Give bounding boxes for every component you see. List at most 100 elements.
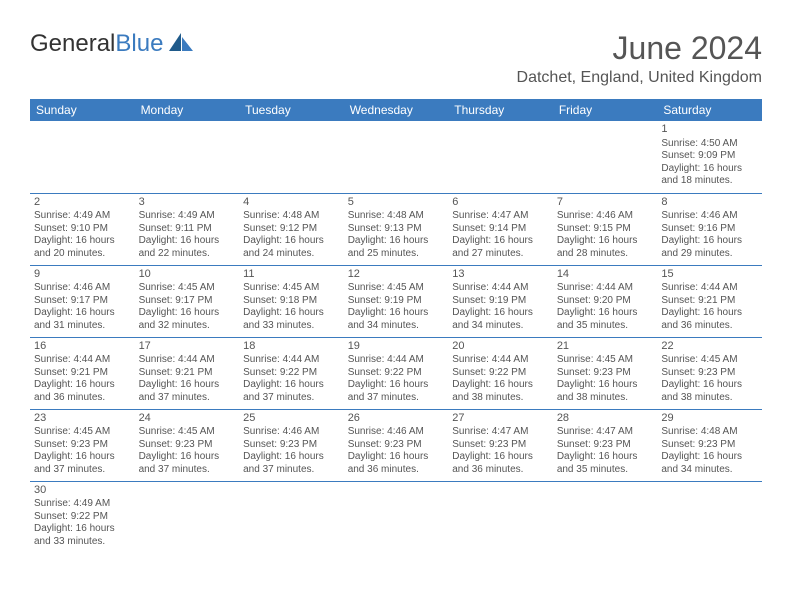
calendar-cell (448, 481, 553, 553)
day-info-line: Sunrise: 4:45 AM (139, 426, 236, 439)
day-info-line: Sunrise: 4:49 AM (34, 210, 131, 223)
calendar-cell: 2Sunrise: 4:49 AMSunset: 9:10 PMDaylight… (30, 193, 135, 265)
day-info-line: Daylight: 16 hours (557, 379, 654, 392)
day-number: 25 (243, 412, 340, 426)
day-info-line: Sunrise: 4:45 AM (243, 282, 340, 295)
calendar-cell (239, 121, 344, 193)
day-info-line: Daylight: 16 hours (243, 235, 340, 248)
calendar-cell (344, 121, 449, 193)
day-info-line: Daylight: 16 hours (139, 451, 236, 464)
day-info-line: Daylight: 16 hours (34, 523, 131, 536)
day-info-line: Sunset: 9:16 PM (661, 223, 758, 236)
calendar-row: 16Sunrise: 4:44 AMSunset: 9:21 PMDayligh… (30, 337, 762, 409)
day-info-line: and 18 minutes. (661, 175, 758, 188)
day-info-line: and 35 minutes. (557, 464, 654, 477)
day-info-line: Daylight: 16 hours (243, 307, 340, 320)
day-info-line: Daylight: 16 hours (34, 235, 131, 248)
day-info-line: Sunset: 9:23 PM (557, 367, 654, 380)
day-info-line: and 38 minutes. (452, 392, 549, 405)
day-info-line: and 34 minutes. (452, 320, 549, 333)
day-number: 23 (34, 412, 131, 426)
day-info-line: Daylight: 16 hours (661, 451, 758, 464)
day-number: 11 (243, 268, 340, 282)
logo: GeneralBlue (30, 30, 195, 58)
day-info-line: Sunrise: 4:44 AM (557, 282, 654, 295)
day-info-line: Sunset: 9:19 PM (348, 295, 445, 308)
day-info-line: Daylight: 16 hours (243, 451, 340, 464)
day-number: 2 (34, 196, 131, 210)
calendar-cell: 26Sunrise: 4:46 AMSunset: 9:23 PMDayligh… (344, 409, 449, 481)
day-info-line: Daylight: 16 hours (452, 235, 549, 248)
location-text: Datchet, England, United Kingdom (517, 69, 762, 87)
day-info-line: and 37 minutes. (139, 464, 236, 477)
day-info-line: and 37 minutes. (139, 392, 236, 405)
day-info-line: Sunrise: 4:46 AM (348, 426, 445, 439)
title-block: June 2024 Datchet, England, United Kingd… (517, 30, 762, 91)
day-info-line: Daylight: 16 hours (661, 163, 758, 176)
day-number: 12 (348, 268, 445, 282)
day-info-line: and 25 minutes. (348, 248, 445, 261)
day-number: 7 (557, 196, 654, 210)
day-info-line: Sunrise: 4:44 AM (34, 354, 131, 367)
day-info-line: Sunrise: 4:49 AM (34, 498, 131, 511)
day-info-line: Daylight: 16 hours (139, 379, 236, 392)
day-info-line: Sunset: 9:21 PM (661, 295, 758, 308)
day-number: 17 (139, 340, 236, 354)
day-info-line: and 36 minutes. (348, 464, 445, 477)
calendar-cell: 7Sunrise: 4:46 AMSunset: 9:15 PMDaylight… (553, 193, 658, 265)
day-info-line: and 33 minutes. (34, 536, 131, 549)
day-info-line: Daylight: 16 hours (661, 379, 758, 392)
day-number: 28 (557, 412, 654, 426)
day-number: 24 (139, 412, 236, 426)
day-header: Thursday (448, 99, 553, 121)
day-info-line: Daylight: 16 hours (348, 379, 445, 392)
day-number: 10 (139, 268, 236, 282)
day-number: 15 (661, 268, 758, 282)
day-info-line: Sunset: 9:18 PM (243, 295, 340, 308)
day-info-line: Sunset: 9:17 PM (34, 295, 131, 308)
day-info-line: Daylight: 16 hours (452, 451, 549, 464)
day-header: Sunday (30, 99, 135, 121)
calendar-cell: 27Sunrise: 4:47 AMSunset: 9:23 PMDayligh… (448, 409, 553, 481)
day-info-line: Daylight: 16 hours (34, 307, 131, 320)
calendar-cell: 21Sunrise: 4:45 AMSunset: 9:23 PMDayligh… (553, 337, 658, 409)
day-info-line: Sunset: 9:14 PM (452, 223, 549, 236)
day-info-line: Sunset: 9:23 PM (139, 439, 236, 452)
calendar-cell (239, 481, 344, 553)
day-info-line: Sunset: 9:10 PM (34, 223, 131, 236)
day-info-line: Sunrise: 4:48 AM (348, 210, 445, 223)
day-number: 9 (34, 268, 131, 282)
day-header: Tuesday (239, 99, 344, 121)
day-info-line: Sunrise: 4:48 AM (243, 210, 340, 223)
day-info-line: and 28 minutes. (557, 248, 654, 261)
day-info-line: Sunrise: 4:46 AM (34, 282, 131, 295)
day-info-line: and 27 minutes. (452, 248, 549, 261)
calendar-cell: 1Sunrise: 4:50 AMSunset: 9:09 PMDaylight… (657, 121, 762, 193)
day-info-line: Daylight: 16 hours (243, 379, 340, 392)
day-number: 14 (557, 268, 654, 282)
day-info-line: Sunrise: 4:47 AM (452, 426, 549, 439)
calendar-cell: 17Sunrise: 4:44 AMSunset: 9:21 PMDayligh… (135, 337, 240, 409)
day-info-line: and 36 minutes. (34, 392, 131, 405)
day-info-line: Daylight: 16 hours (452, 379, 549, 392)
day-info-line: Daylight: 16 hours (557, 235, 654, 248)
day-info-line: Daylight: 16 hours (139, 235, 236, 248)
day-info-line: and 37 minutes. (34, 464, 131, 477)
calendar-cell (448, 121, 553, 193)
day-number: 22 (661, 340, 758, 354)
day-header: Friday (553, 99, 658, 121)
calendar-cell: 6Sunrise: 4:47 AMSunset: 9:14 PMDaylight… (448, 193, 553, 265)
day-info-line: Daylight: 16 hours (348, 235, 445, 248)
calendar-cell: 10Sunrise: 4:45 AMSunset: 9:17 PMDayligh… (135, 265, 240, 337)
day-info-line: Sunset: 9:22 PM (452, 367, 549, 380)
calendar-row: 23Sunrise: 4:45 AMSunset: 9:23 PMDayligh… (30, 409, 762, 481)
day-info-line: Sunrise: 4:49 AM (139, 210, 236, 223)
calendar-cell: 22Sunrise: 4:45 AMSunset: 9:23 PMDayligh… (657, 337, 762, 409)
calendar-cell (553, 481, 658, 553)
day-number: 27 (452, 412, 549, 426)
calendar-cell (553, 121, 658, 193)
day-info-line: and 20 minutes. (34, 248, 131, 261)
day-number: 19 (348, 340, 445, 354)
day-number: 6 (452, 196, 549, 210)
day-header: Saturday (657, 99, 762, 121)
